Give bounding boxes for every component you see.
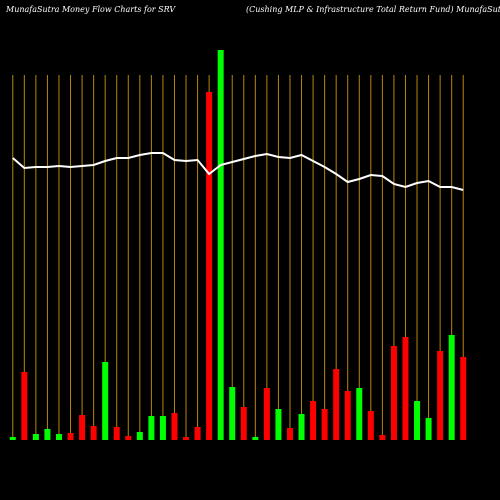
- bar: [32, 434, 39, 440]
- bar: [379, 435, 386, 440]
- bar: [460, 357, 467, 440]
- bar: [21, 372, 28, 440]
- bar: [275, 409, 282, 440]
- bar: [367, 411, 374, 440]
- bar: [425, 418, 432, 440]
- bar: [229, 387, 236, 440]
- bar: [159, 416, 166, 440]
- bar: [67, 433, 74, 440]
- bar: [240, 407, 247, 440]
- bar: [390, 346, 397, 440]
- chart-title: MunafaSutra Money Flow Charts for SRV: [5, 5, 176, 14]
- bar: [194, 427, 201, 440]
- bar: [113, 427, 120, 440]
- bar: [136, 432, 143, 440]
- bar: [9, 437, 16, 440]
- bar: [102, 362, 109, 440]
- bar: [333, 369, 340, 440]
- bar: [55, 434, 62, 440]
- bar: [310, 401, 317, 440]
- bar: [44, 429, 51, 440]
- bar: [414, 401, 421, 440]
- bar: [286, 428, 293, 440]
- bar: [402, 337, 409, 440]
- bar: [263, 388, 270, 440]
- bar: [437, 351, 444, 440]
- bar: [90, 426, 97, 440]
- bar: [79, 415, 86, 440]
- bar: [298, 414, 305, 440]
- bar: [125, 436, 132, 440]
- bar: [356, 388, 363, 440]
- bar: [321, 409, 328, 440]
- price-line: [12, 152, 464, 191]
- chart-subtitle: (Cushing MLP & Infrastructure Total Retu…: [246, 5, 500, 14]
- bar: [171, 413, 178, 440]
- bar: [217, 50, 224, 440]
- bar: [448, 335, 455, 440]
- bar: [252, 437, 259, 440]
- bar: [206, 92, 213, 440]
- bar: [148, 416, 155, 440]
- bar: [344, 391, 351, 440]
- bar: [183, 437, 190, 440]
